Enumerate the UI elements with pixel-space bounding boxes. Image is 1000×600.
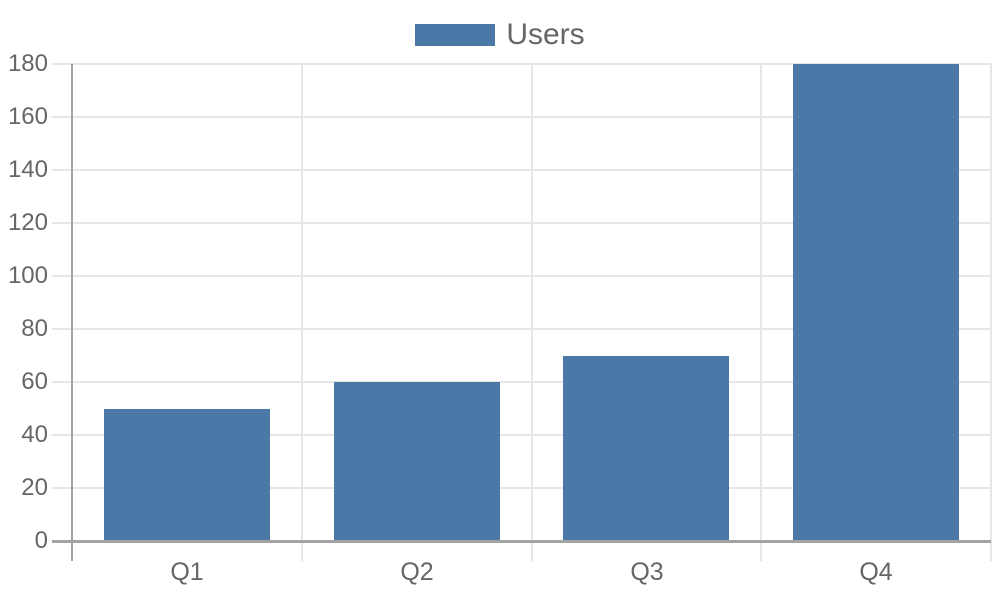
legend-label: Users	[506, 18, 585, 51]
bar-q2[interactable]	[334, 382, 500, 541]
y-tick-label: 180	[7, 50, 48, 77]
y-tick-label: 20	[21, 474, 48, 501]
y-tick-label: 100	[7, 262, 48, 289]
y-gridline	[52, 434, 991, 436]
x-tick-label-q3: Q3	[630, 558, 664, 586]
x-tick-label-q1: Q1	[170, 558, 204, 586]
bar-q1[interactable]	[104, 409, 270, 542]
y-tick-label: 60	[21, 368, 48, 395]
x-gridline	[531, 64, 533, 561]
y-tick-label: 140	[7, 156, 48, 183]
legend: Users	[0, 20, 1000, 50]
x-gridline	[990, 64, 992, 561]
y-gridline	[52, 275, 991, 277]
bar-q3[interactable]	[563, 356, 729, 542]
legend-swatch	[415, 24, 496, 46]
y-gridline	[52, 169, 991, 171]
y-tick-label: 160	[7, 103, 48, 130]
x-tick-label-q4: Q4	[859, 558, 893, 586]
y-gridline	[52, 328, 991, 330]
y-gridline	[52, 381, 991, 383]
y-gridline	[52, 116, 991, 118]
x-gridline	[760, 64, 762, 561]
y-gridline	[52, 487, 991, 489]
x-tick-label-q2: Q2	[400, 558, 434, 586]
x-gridline	[301, 64, 303, 561]
bar-q4[interactable]	[793, 64, 959, 541]
y-gridline	[52, 222, 991, 224]
y-axis-line	[71, 64, 73, 561]
y-tick-label: 80	[21, 315, 48, 342]
y-tick-label: 120	[7, 209, 48, 236]
legend-item-users[interactable]: Users	[415, 18, 585, 51]
y-gridline	[52, 63, 991, 65]
x-axis-line	[52, 540, 991, 543]
y-tick-label: 0	[34, 527, 48, 554]
y-tick-label: 40	[21, 421, 48, 448]
